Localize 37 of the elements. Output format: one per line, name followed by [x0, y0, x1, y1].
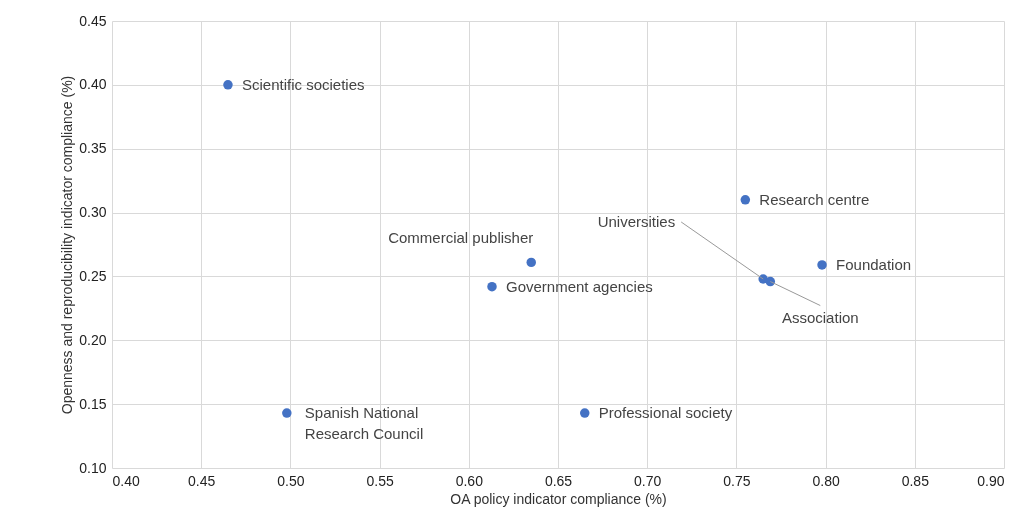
x-tick-label: 0.60 — [455, 472, 484, 489]
annotation: Universities — [597, 212, 676, 230]
y-tick-label: 0.45 — [79, 12, 107, 29]
y-tick-label: 0.25 — [79, 267, 107, 284]
x-axis-title: OA policy indicator compliance (%) — [450, 490, 667, 507]
y-axis-title: Openness and reproducibility indicator compliance (%) — [59, 75, 76, 415]
x-tick-label: 0.80 — [812, 472, 840, 489]
annotation: Association — [781, 308, 859, 326]
y-tick-label: 0.35 — [79, 140, 107, 157]
annotation: Professional society — [598, 404, 733, 422]
point — [526, 257, 536, 268]
x-tick-label: 0.55 — [366, 472, 394, 489]
x-tick-label: 0.45 — [188, 472, 216, 489]
y-tick-label: 0.30 — [79, 204, 107, 221]
x-tick-label: 0.65 — [544, 472, 573, 489]
annotation: Scientific societies — [241, 75, 365, 93]
x-tick-label: 0.70 — [634, 472, 662, 489]
point — [487, 281, 497, 292]
annotation: Foundation — [836, 255, 912, 273]
y-tick-label: 0.20 — [79, 331, 107, 348]
point — [282, 408, 292, 418]
annotation: Research centre — [759, 190, 870, 208]
point — [740, 195, 751, 205]
x-tick-label: 0.50 — [277, 472, 305, 489]
x-tick-label: 0.40 — [112, 472, 140, 489]
point — [580, 408, 590, 418]
point — [817, 260, 827, 270]
y-tick-label: 0.10 — [79, 459, 107, 476]
x-tick-label: 0.75 — [723, 472, 751, 489]
annotation: Spanish National Research Council — [304, 404, 424, 443]
y-tick-label: 0.15 — [79, 395, 107, 412]
x-tick-label: 0.90 — [977, 472, 1005, 489]
annotation: Commercial publisher — [388, 229, 534, 247]
annotation: Government agencies — [505, 277, 653, 295]
y-tick-label: 0.40 — [79, 76, 107, 93]
point — [223, 80, 233, 90]
x-tick-label: 0.85 — [901, 472, 930, 489]
